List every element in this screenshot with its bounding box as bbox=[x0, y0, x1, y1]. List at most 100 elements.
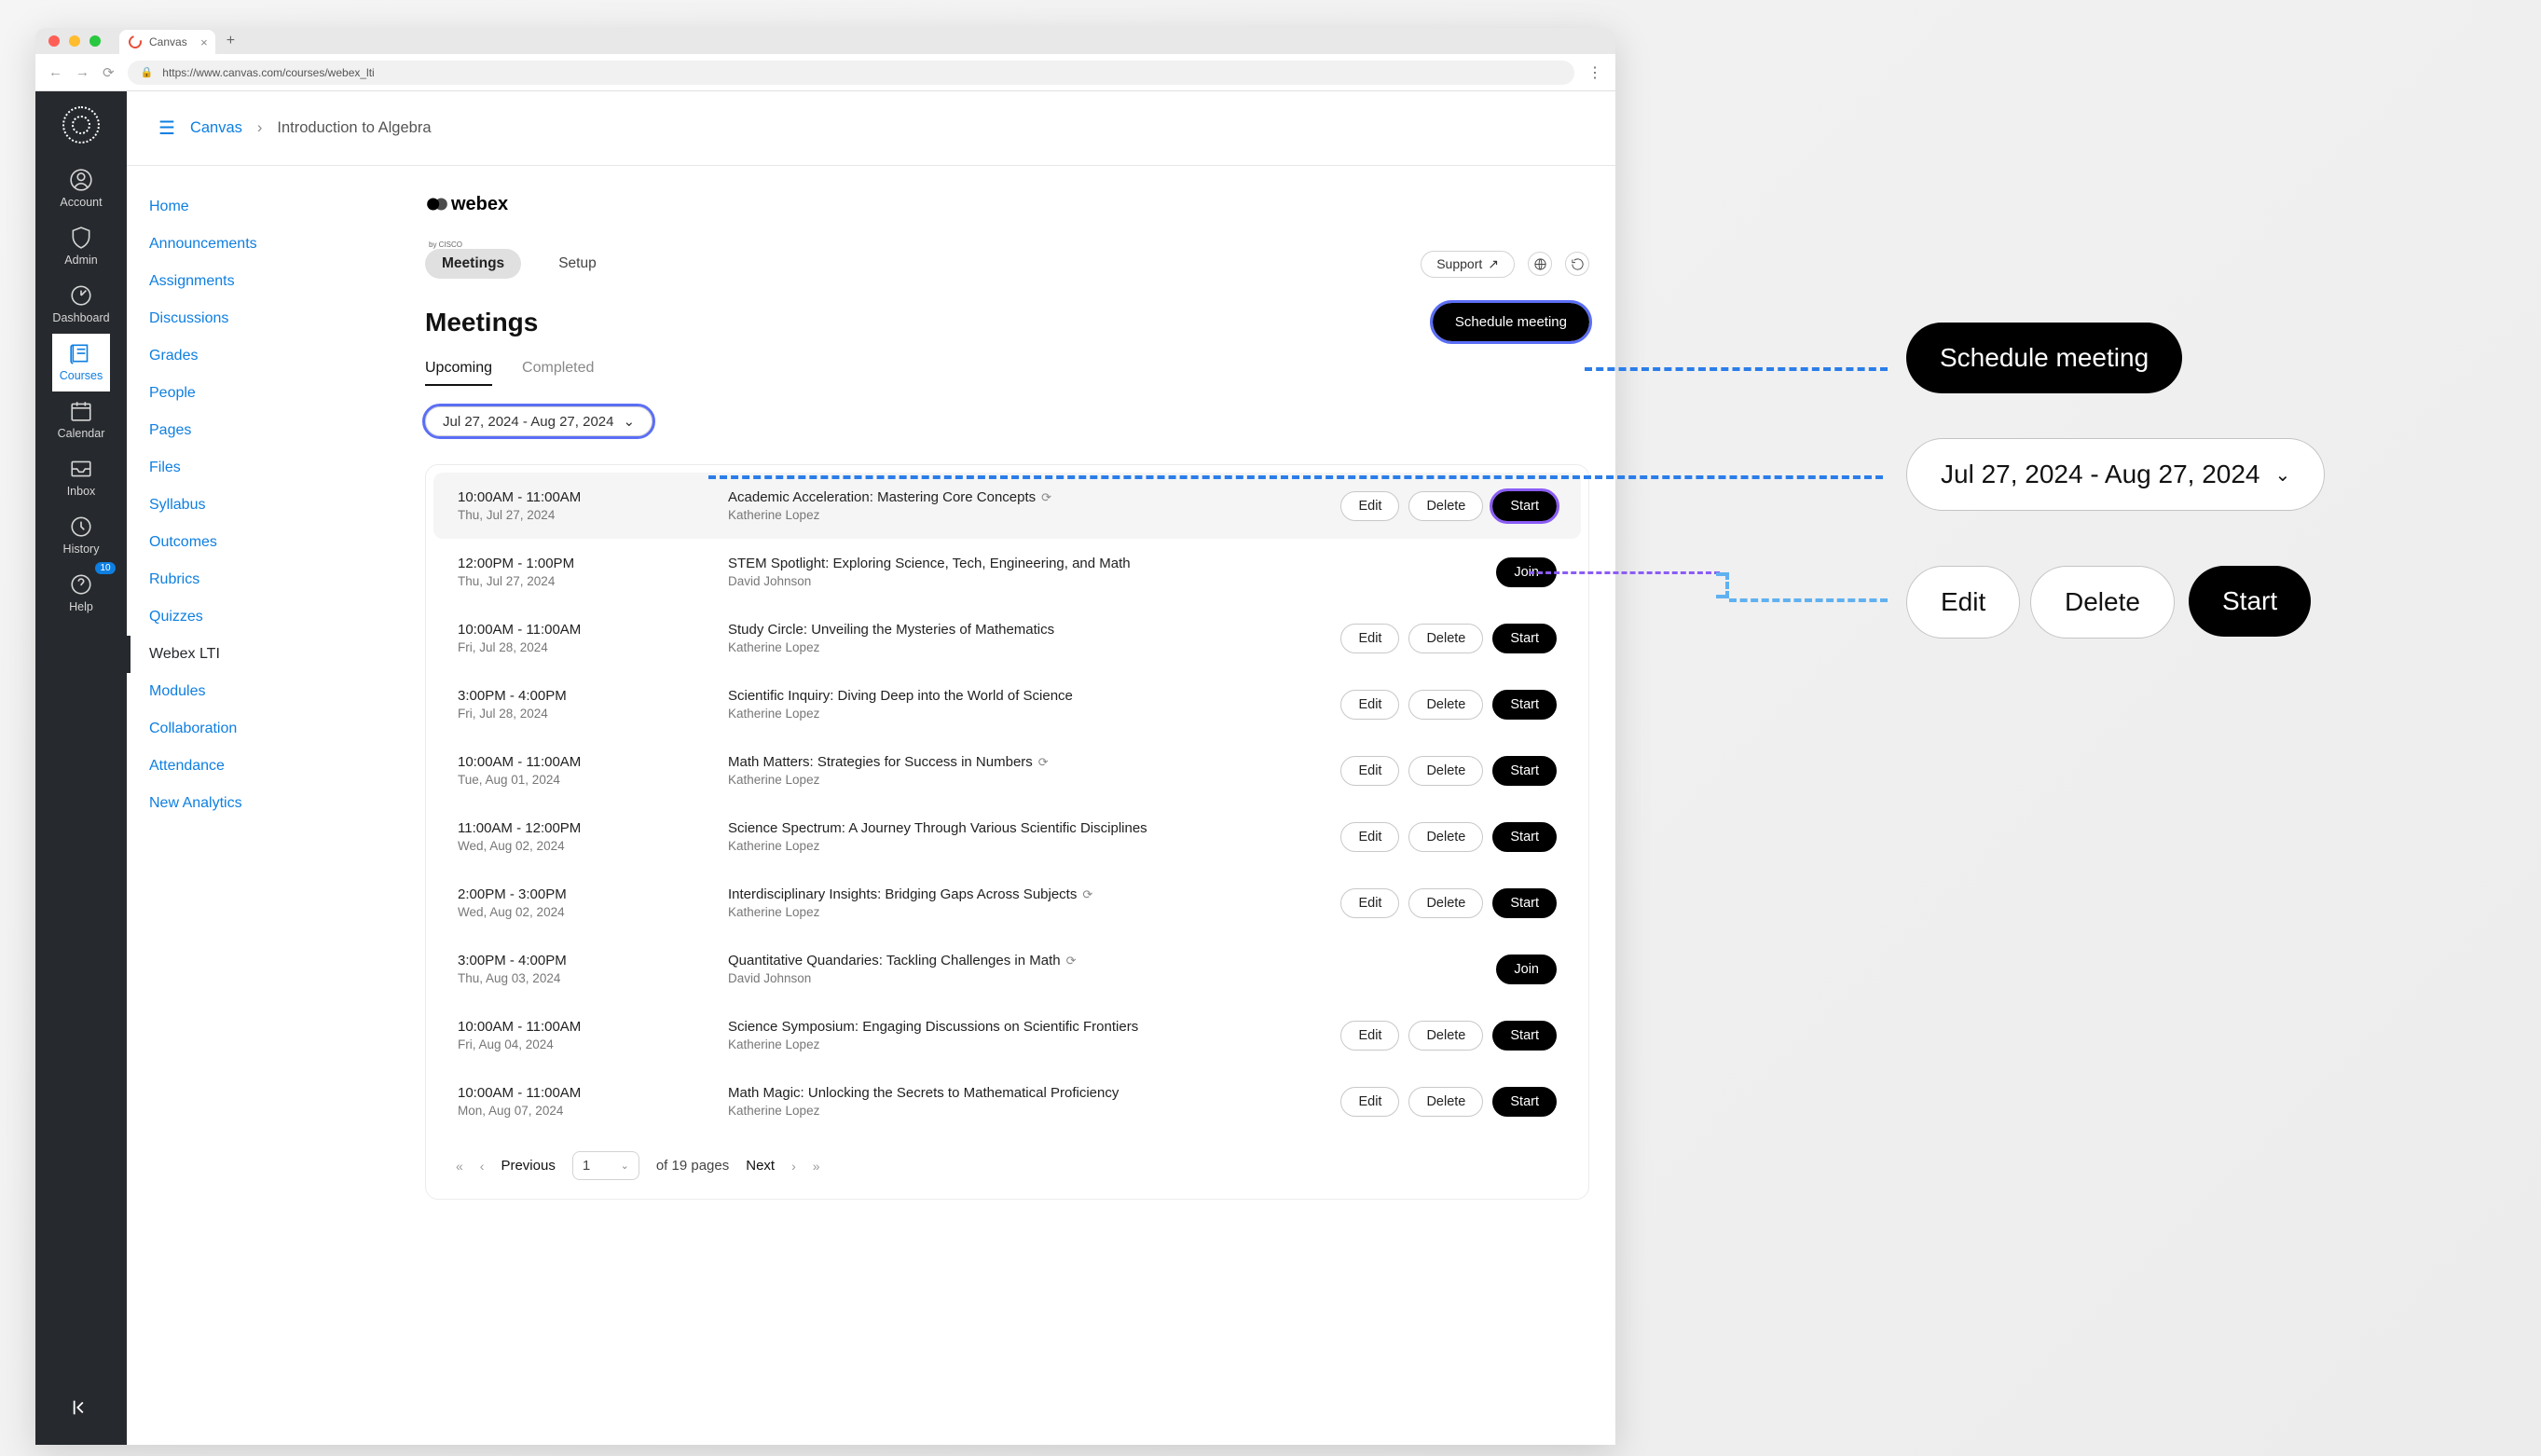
collapse-nav-icon[interactable] bbox=[71, 1397, 91, 1422]
first-page-icon[interactable]: « bbox=[456, 1159, 463, 1174]
gnav-item-courses[interactable]: Courses bbox=[52, 334, 109, 391]
callout-schedule: Schedule meeting bbox=[1906, 323, 2182, 393]
course-nav-home[interactable]: Home bbox=[127, 188, 416, 226]
close-window-icon[interactable] bbox=[48, 35, 60, 47]
meeting-title[interactable]: Quantitative Quandaries: Tackling Challe… bbox=[728, 953, 1496, 968]
join-button[interactable]: Join bbox=[1496, 955, 1557, 984]
delete-button[interactable]: Delete bbox=[1408, 756, 1483, 786]
gnav-item-account[interactable]: Account bbox=[52, 160, 109, 218]
meeting-title[interactable]: STEM Spotlight: Exploring Science, Tech,… bbox=[728, 556, 1496, 571]
meeting-title[interactable]: Science Symposium: Engaging Discussions … bbox=[728, 1019, 1340, 1035]
gnav-item-dashboard[interactable]: Dashboard bbox=[52, 276, 109, 334]
support-button[interactable]: Support ↗ bbox=[1421, 251, 1515, 278]
globe-icon[interactable] bbox=[1528, 252, 1552, 276]
date-range-selector[interactable]: Jul 27, 2024 - Aug 27, 2024 ⌄ bbox=[425, 406, 652, 436]
gnav-item-inbox[interactable]: Inbox bbox=[52, 449, 109, 507]
gnav-item-admin[interactable]: Admin bbox=[52, 218, 109, 276]
meeting-title[interactable]: Academic Acceleration: Mastering Core Co… bbox=[728, 489, 1340, 505]
edit-button[interactable]: Edit bbox=[1340, 822, 1399, 852]
breadcrumb-link[interactable]: Canvas bbox=[190, 119, 242, 137]
meeting-time: 10:00AM - 11:00AM bbox=[458, 1019, 728, 1035]
meeting-time: 3:00PM - 4:00PM bbox=[458, 953, 728, 968]
previous-link[interactable]: Previous bbox=[501, 1158, 555, 1174]
browser-tab[interactable]: Canvas × bbox=[119, 30, 215, 54]
start-button[interactable]: Start bbox=[1492, 624, 1557, 653]
course-nav-files[interactable]: Files bbox=[127, 449, 416, 487]
course-nav-rubrics[interactable]: Rubrics bbox=[127, 561, 416, 598]
start-button[interactable]: Start bbox=[1492, 1021, 1557, 1051]
maximize-window-icon[interactable] bbox=[89, 35, 101, 47]
course-nav-grades[interactable]: Grades bbox=[127, 337, 416, 375]
delete-button[interactable]: Delete bbox=[1408, 1021, 1483, 1051]
course-nav-pages[interactable]: Pages bbox=[127, 412, 416, 449]
back-icon[interactable]: ← bbox=[48, 64, 62, 80]
meeting-date: Thu, Jul 27, 2024 bbox=[458, 508, 728, 522]
meeting-title[interactable]: Math Matters: Strategies for Success in … bbox=[728, 754, 1340, 770]
meeting-actions: Edit Delete Start bbox=[1340, 888, 1557, 918]
close-tab-icon[interactable]: × bbox=[200, 35, 208, 49]
start-button[interactable]: Start bbox=[1492, 888, 1557, 918]
course-nav-attendance[interactable]: Attendance bbox=[127, 748, 416, 785]
schedule-meeting-button[interactable]: Schedule meeting bbox=[1433, 303, 1589, 341]
prev-page-icon[interactable]: ‹ bbox=[480, 1159, 485, 1174]
meeting-title[interactable]: Math Magic: Unlocking the Secrets to Mat… bbox=[728, 1085, 1340, 1101]
meeting-date: Thu, Aug 03, 2024 bbox=[458, 971, 728, 985]
meeting-row: 10:00AM - 11:00AM Tue, Aug 01, 2024 Math… bbox=[433, 737, 1581, 804]
hamburger-icon[interactable]: ☰ bbox=[158, 117, 175, 140]
edit-button[interactable]: Edit bbox=[1340, 690, 1399, 720]
page-select[interactable]: 1 ⌄ bbox=[572, 1151, 639, 1180]
next-page-icon[interactable]: › bbox=[791, 1159, 796, 1174]
start-button[interactable]: Start bbox=[1492, 1087, 1557, 1117]
meeting-title[interactable]: Science Spectrum: A Journey Through Vari… bbox=[728, 820, 1340, 836]
sub-tab-completed[interactable]: Completed bbox=[522, 360, 594, 386]
top-tab-setup[interactable]: Setup bbox=[542, 249, 613, 279]
gnav-item-help[interactable]: Help 10 bbox=[52, 565, 109, 623]
start-button[interactable]: Start bbox=[1492, 491, 1557, 521]
edit-button[interactable]: Edit bbox=[1340, 1087, 1399, 1117]
course-nav-assignments[interactable]: Assignments bbox=[127, 263, 416, 300]
canvas-favicon-icon bbox=[126, 33, 144, 50]
course-nav-announcements[interactable]: Announcements bbox=[127, 226, 416, 263]
course-nav-discussions[interactable]: Discussions bbox=[127, 300, 416, 337]
edit-button[interactable]: Edit bbox=[1340, 756, 1399, 786]
forward-icon[interactable]: → bbox=[76, 64, 89, 80]
canvas-logo-icon[interactable] bbox=[61, 104, 102, 145]
meeting-title[interactable]: Study Circle: Unveiling the Mysteries of… bbox=[728, 622, 1340, 638]
top-tab-meetings[interactable]: Meetings bbox=[425, 249, 521, 279]
minimize-window-icon[interactable] bbox=[69, 35, 80, 47]
refresh-icon[interactable] bbox=[1565, 252, 1589, 276]
delete-button[interactable]: Delete bbox=[1408, 690, 1483, 720]
edit-button[interactable]: Edit bbox=[1340, 491, 1399, 521]
course-nav-new-analytics[interactable]: New Analytics bbox=[127, 785, 416, 822]
delete-button[interactable]: Delete bbox=[1408, 888, 1483, 918]
course-nav-outcomes[interactable]: Outcomes bbox=[127, 524, 416, 561]
delete-button[interactable]: Delete bbox=[1408, 822, 1483, 852]
delete-button[interactable]: Delete bbox=[1408, 491, 1483, 521]
meeting-title[interactable]: Scientific Inquiry: Diving Deep into the… bbox=[728, 688, 1340, 704]
last-page-icon[interactable]: » bbox=[813, 1159, 820, 1174]
reload-icon[interactable]: ⟳ bbox=[103, 64, 115, 81]
edit-button[interactable]: Edit bbox=[1340, 888, 1399, 918]
course-nav-people[interactable]: People bbox=[127, 375, 416, 412]
course-nav-collaboration[interactable]: Collaboration bbox=[127, 710, 416, 748]
browser-more-icon[interactable]: ⋮ bbox=[1587, 63, 1602, 82]
course-nav-quizzes[interactable]: Quizzes bbox=[127, 598, 416, 636]
delete-button[interactable]: Delete bbox=[1408, 624, 1483, 653]
start-button[interactable]: Start bbox=[1492, 822, 1557, 852]
url-field[interactable]: 🔒 https://www.canvas.com/courses/webex_l… bbox=[128, 61, 1574, 85]
gnav-item-history[interactable]: History bbox=[52, 507, 109, 565]
course-nav-syllabus[interactable]: Syllabus bbox=[127, 487, 416, 524]
course-nav-modules[interactable]: Modules bbox=[127, 673, 416, 710]
sub-tab-upcoming[interactable]: Upcoming bbox=[425, 360, 492, 386]
account-icon bbox=[69, 168, 93, 192]
delete-button[interactable]: Delete bbox=[1408, 1087, 1483, 1117]
start-button[interactable]: Start bbox=[1492, 756, 1557, 786]
next-link[interactable]: Next bbox=[746, 1158, 775, 1174]
edit-button[interactable]: Edit bbox=[1340, 1021, 1399, 1051]
gnav-item-calendar[interactable]: Calendar bbox=[52, 391, 109, 449]
start-button[interactable]: Start bbox=[1492, 690, 1557, 720]
edit-button[interactable]: Edit bbox=[1340, 624, 1399, 653]
course-nav-webex-lti[interactable]: Webex LTI bbox=[127, 636, 416, 673]
new-tab-icon[interactable]: + bbox=[227, 33, 235, 49]
meeting-title[interactable]: Interdisciplinary Insights: Bridging Gap… bbox=[728, 886, 1340, 902]
